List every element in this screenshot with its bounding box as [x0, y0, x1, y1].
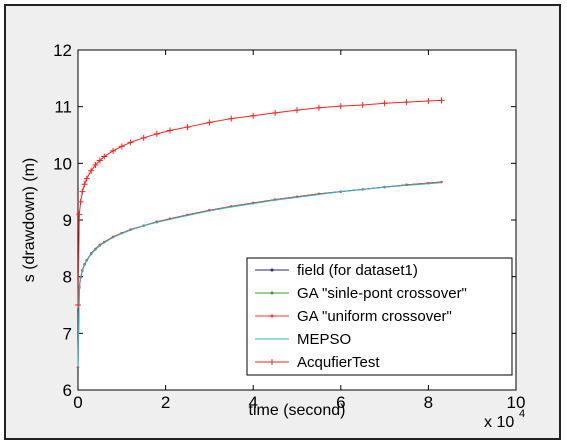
- legend-item: GA "sinle-pont crossover": [255, 285, 467, 302]
- data-point: [272, 109, 279, 116]
- series-line: [77, 182, 442, 368]
- data-point: [127, 139, 134, 146]
- series-4: [75, 97, 445, 308]
- data-point: [425, 98, 432, 104]
- data-point: [81, 181, 88, 188]
- series-layer: [75, 97, 445, 369]
- data-point: [228, 115, 235, 122]
- x-tick-label: 0: [73, 393, 82, 412]
- x-tick-label: 4: [248, 393, 257, 412]
- legend-marker: [270, 268, 274, 272]
- data-point: [83, 175, 90, 182]
- legend-label: MEPSO: [297, 331, 351, 348]
- data-point: [153, 130, 160, 137]
- legend-item: MEPSO: [255, 331, 351, 348]
- y-tick-label: 6: [63, 381, 72, 400]
- data-point: [118, 143, 125, 150]
- y-tick-label: 10: [53, 154, 72, 173]
- legend-label: AcqufierTest: [297, 354, 380, 371]
- data-point: [101, 153, 108, 160]
- y-axis: 6 7 8 9 10 11 12: [53, 41, 516, 400]
- y-tick-label: 12: [53, 41, 72, 60]
- data-point: [166, 127, 173, 134]
- legend-marker: [270, 291, 274, 295]
- legend: field (for dataset1) GA "sinle-pont cross…: [246, 257, 513, 376]
- data-point: [403, 99, 410, 106]
- data-point: [337, 103, 344, 110]
- legend-item: field (for dataset1): [255, 262, 418, 279]
- y-tick-label: 11: [54, 98, 72, 117]
- x-tick-label: 2: [161, 393, 170, 412]
- legend-item: AcqufierTest: [255, 354, 380, 371]
- series-3: [77, 182, 442, 368]
- data-point: [75, 302, 81, 308]
- y-tick-label: 7: [63, 324, 72, 343]
- data-point: [92, 162, 99, 169]
- x-multiplier-label: x 10: [484, 414, 514, 431]
- legend-box: [246, 257, 513, 376]
- data-point: [315, 104, 322, 111]
- data-point: [206, 119, 213, 126]
- legend-label: GA "uniform crossover": [297, 308, 452, 325]
- data-point: [96, 157, 103, 164]
- data-point: [381, 100, 388, 107]
- x-multiplier-exponent: 4: [519, 408, 525, 420]
- data-point: [438, 97, 445, 104]
- y-tick-label: 8: [63, 268, 72, 287]
- data-point: [184, 124, 191, 131]
- legend-label: GA "sinle-pont crossover": [297, 285, 467, 302]
- legend-label: field (for dataset1): [297, 262, 418, 279]
- data-point: [359, 101, 366, 108]
- x-tick-label: 8: [424, 393, 433, 412]
- data-point: [294, 107, 300, 114]
- legend-marker: [270, 314, 274, 318]
- x-tick-label: 6: [336, 393, 345, 412]
- data-point: [76, 211, 83, 218]
- legend-item: GA "uniform crossover": [255, 308, 452, 325]
- data-point: [79, 188, 86, 195]
- data-point: [76, 366, 80, 369]
- data-point: [110, 147, 117, 154]
- legend-marker: [269, 359, 275, 365]
- x-axis: 0 2 4 6 8 10: [73, 50, 525, 412]
- y-tick-label: 9: [63, 211, 72, 230]
- data-point: [88, 167, 95, 174]
- x-axis-label: time (second): [249, 402, 346, 419]
- data-point: [77, 198, 84, 205]
- data-point: [140, 134, 147, 141]
- y-axis-label: s (drawdown) (m): [21, 158, 38, 282]
- data-point: [250, 112, 257, 119]
- x-tick-label: 10: [507, 393, 526, 412]
